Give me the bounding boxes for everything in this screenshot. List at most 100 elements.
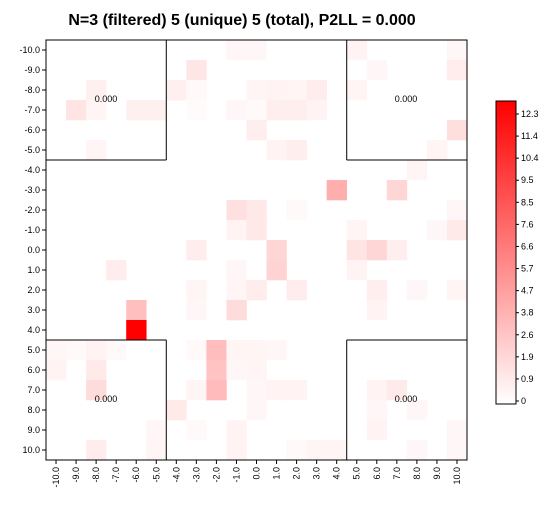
colorbar-tick-label: 6.6 — [521, 241, 534, 251]
heatmap-cell — [426, 140, 448, 161]
heatmap-cell — [126, 300, 147, 321]
heatmap-cell — [366, 240, 388, 261]
heatmap-cell — [226, 40, 247, 61]
colorbar-tick-label: 9.5 — [521, 175, 534, 185]
heatmap-cell — [406, 440, 428, 461]
heatmap-cells — [46, 40, 468, 461]
heatmap-cell — [226, 100, 247, 121]
colorbar-tick-label: 8.5 — [521, 197, 534, 207]
heatmap-cell — [246, 40, 267, 61]
colorbar-tick-label: 0.9 — [521, 374, 534, 384]
heatmap-cell — [246, 280, 267, 301]
heatmap-cell — [146, 440, 167, 461]
y-tick-label: -3.0 — [24, 185, 40, 195]
x-tick-label: -1.0 — [231, 467, 241, 483]
colorbar-tick-label: 2.6 — [521, 330, 534, 340]
heatmap-cell — [186, 300, 207, 321]
heatmap-cell — [186, 100, 207, 121]
heatmap-cell — [86, 440, 107, 461]
x-axis-ticks: -10.0 -9.0 -8.0 -7.0 -6.0 -5.0 -4.0 -3.0 -2.0 -1.… — [51, 460, 462, 488]
y-tick-label: 9.0 — [27, 425, 40, 435]
y-tick-label: -8.0 — [24, 85, 40, 95]
heatmap-cell — [246, 340, 267, 361]
heatmap-cell — [226, 420, 247, 441]
x-tick-label: 3.0 — [312, 467, 322, 480]
heatmap-cell — [246, 220, 267, 241]
heatmap-cell — [246, 100, 267, 121]
heatmap-cell — [346, 220, 368, 241]
heatmap-cell — [366, 400, 388, 421]
heatmap-cell — [266, 80, 287, 101]
x-tick-label: 9.0 — [432, 467, 442, 480]
heatmap-cell — [406, 160, 428, 181]
quadrant-value-label: 0.000 — [395, 394, 418, 404]
colorbar-tick-label: 11.4 — [521, 131, 538, 141]
colorbar: 0 0.9 1.9 2.6 3.8 4.7 5.7 6.6 7.6 8.5 9.5 10.4 11.4 1… — [495, 100, 539, 406]
heatmap-cell — [446, 220, 468, 241]
x-tick-label: -2.0 — [211, 467, 221, 483]
heatmap-cell — [286, 200, 307, 221]
heatmap-cell — [426, 220, 448, 241]
x-tick-label: -4.0 — [171, 467, 181, 483]
y-tick-label: 6.0 — [27, 365, 40, 375]
y-tick-label: -1.0 — [24, 225, 40, 235]
x-tick-label: 6.0 — [372, 467, 382, 480]
chart-title: N=3 (filtered) 5 (unique) 5 (total), P2L… — [68, 12, 415, 29]
heatmap-cell — [226, 300, 247, 321]
x-tick-label: -9.0 — [71, 467, 81, 483]
heatmap-cell — [66, 340, 87, 361]
heatmap-cell — [246, 380, 267, 401]
heatmap-cell — [286, 100, 307, 121]
heatmap-cell — [286, 380, 307, 401]
heatmap-cell — [326, 180, 348, 201]
heatmap-cell — [306, 100, 327, 121]
heatmap-cell — [226, 360, 247, 381]
heatmap-cell — [306, 440, 327, 461]
heatmap-cell — [126, 100, 147, 121]
heatmap-cell — [266, 340, 287, 361]
y-tick-label: 3.0 — [27, 305, 40, 315]
heatmap-cell — [366, 280, 388, 301]
x-tick-label: 2.0 — [292, 467, 302, 480]
heatmap-cell — [446, 280, 468, 301]
heatmap-cell — [246, 400, 267, 421]
heatmap-cell — [366, 60, 388, 81]
heatmap-cell — [46, 340, 67, 361]
heatmap-cell — [206, 380, 227, 401]
y-tick-label: 0.0 — [27, 245, 40, 255]
heatmap-cell — [186, 340, 207, 361]
heatmap-cell — [226, 440, 247, 461]
heatmap-cell — [266, 380, 287, 401]
y-tick-label: -4.0 — [24, 165, 40, 175]
heatmap-cell — [246, 120, 267, 141]
heatmap-cell — [406, 280, 428, 301]
heatmap-cell — [186, 280, 207, 301]
heatmap-cell — [206, 340, 227, 361]
colorbar-tick-label: 0 — [521, 396, 526, 406]
heatmap-cell — [186, 380, 207, 401]
heatmap-cell — [446, 420, 468, 441]
colorbar-tick-label: 1.9 — [521, 352, 534, 362]
heatmap-cell — [86, 380, 107, 401]
heatmap-cell — [226, 260, 247, 281]
heatmap-cell — [126, 320, 147, 341]
heatmap-cell — [266, 240, 287, 261]
heatmap-cell — [206, 360, 227, 381]
heatmap-cell — [346, 80, 368, 101]
heatmap-cell — [246, 200, 267, 221]
quadrant-value-label: 0.000 — [95, 94, 118, 104]
x-tick-label: -5.0 — [151, 467, 161, 483]
heatmap-cell — [386, 180, 408, 201]
heatmap-cell — [86, 100, 107, 121]
y-tick-label: 1.0 — [27, 265, 40, 275]
heatmap-cell — [186, 80, 207, 101]
x-tick-label: 7.0 — [392, 467, 402, 480]
colorbar-tick-label: 3.8 — [521, 308, 534, 318]
heatmap-cell — [366, 380, 388, 401]
y-tick-label: -7.0 — [24, 105, 40, 115]
heatmap-cell — [46, 360, 67, 381]
heatmap-cell — [286, 80, 307, 101]
heatmap-cell — [366, 420, 388, 441]
colorbar-tick-label: 5.7 — [521, 264, 534, 274]
colorbar-tick-label: 10.4 — [521, 153, 539, 163]
